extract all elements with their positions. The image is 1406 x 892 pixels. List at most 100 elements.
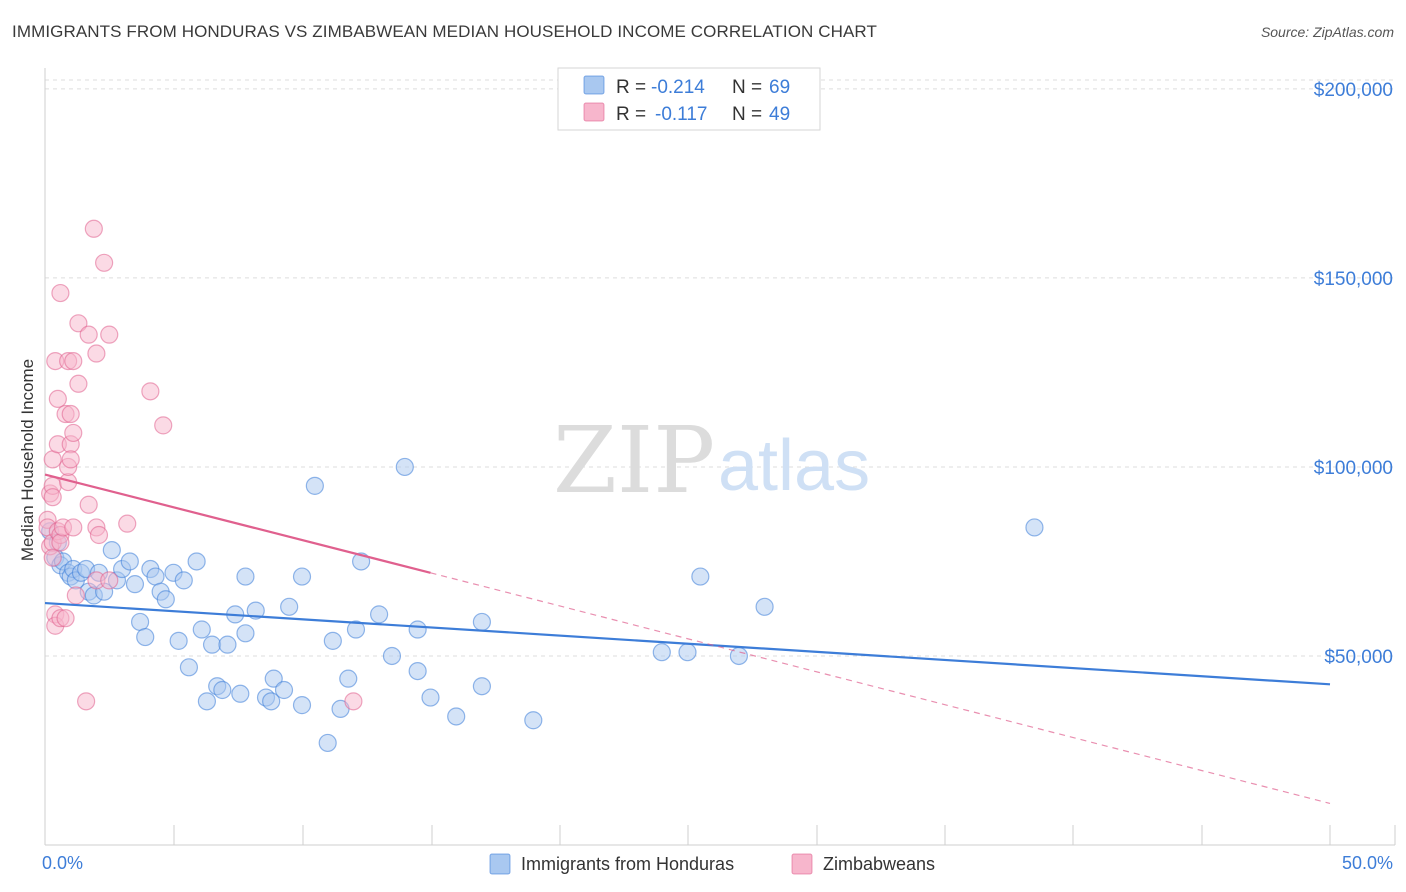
point-zimbabwean (154, 416, 173, 435)
point-zimbabwean (69, 374, 88, 393)
data-points (38, 219, 1044, 753)
point-honduras (382, 646, 402, 666)
legend-r-label: R = (616, 77, 646, 98)
point-honduras (236, 624, 255, 643)
point-zimbabwean (84, 219, 103, 238)
point-zimbabwean (77, 692, 96, 711)
point-honduras (472, 612, 491, 632)
point-zimbabwean (344, 692, 363, 711)
point-honduras (169, 631, 188, 650)
point-honduras (280, 597, 299, 616)
point-zimbabwean (56, 609, 75, 628)
point-honduras (370, 605, 389, 624)
y-axis-label: Median Household Income (18, 359, 37, 561)
point-honduras (472, 677, 491, 696)
point-honduras (346, 620, 366, 639)
legend-n-label: N = (732, 77, 762, 98)
y-tick-labels: $50,000 $100,000 $150,000 $200,000 (1314, 80, 1393, 668)
point-honduras (246, 601, 265, 620)
watermark-atlas: atlas (718, 426, 870, 506)
watermark: ZIP atlas (553, 407, 870, 514)
point-honduras (395, 457, 414, 477)
point-honduras (146, 567, 165, 586)
point-zimbabwean (64, 423, 83, 443)
point-honduras (125, 575, 145, 594)
point-zimbabwean (79, 495, 98, 514)
point-honduras (305, 476, 324, 495)
point-zimbabwean (100, 571, 119, 590)
point-honduras (652, 643, 671, 662)
point-zimbabwean (95, 253, 114, 272)
point-honduras (213, 680, 232, 700)
point-zimbabwean (66, 586, 85, 605)
trend-line-honduras (44, 601, 1331, 686)
y-tick-label: $200,000 (1314, 80, 1393, 101)
point-honduras (156, 590, 175, 609)
legend-r-value: -0.214 (651, 77, 705, 98)
point-honduras (192, 620, 211, 639)
point-zimbabwean (118, 514, 137, 533)
point-honduras (130, 612, 150, 632)
axes (44, 68, 1396, 846)
point-honduras (323, 631, 342, 650)
legend-swatch-blue (583, 75, 605, 95)
trend-line-zimbabwean (44, 473, 431, 574)
point-honduras (691, 567, 710, 586)
point-honduras (197, 692, 217, 711)
point-zimbabwean (89, 525, 109, 545)
y-tick-label: $100,000 (1314, 458, 1393, 479)
watermark-zip: ZIP (553, 407, 715, 514)
point-zimbabwean (87, 344, 106, 363)
point-honduras (1025, 518, 1044, 537)
point-honduras (264, 669, 283, 688)
point-zimbabwean (64, 518, 83, 537)
bottom-legend-swatch-pink (791, 853, 813, 875)
point-honduras (179, 658, 199, 677)
source-label: Source: ZipAtlas.com (1260, 24, 1394, 40)
point-zimbabwean (43, 488, 62, 507)
legend-r-value: -0.117 (655, 104, 707, 125)
point-honduras (202, 635, 222, 654)
point-honduras (102, 541, 121, 560)
point-zimbabwean (43, 450, 62, 469)
point-honduras (292, 567, 312, 586)
point-honduras (678, 643, 697, 662)
point-zimbabwean (100, 325, 119, 344)
point-zimbabwean (69, 314, 88, 333)
point-zimbabwean (61, 404, 80, 424)
point-honduras (236, 567, 255, 586)
legend-r-label: R = (616, 104, 646, 125)
point-honduras (231, 684, 250, 703)
point-honduras (318, 733, 337, 753)
point-honduras (292, 696, 312, 715)
point-honduras (136, 627, 155, 647)
y-tick-label: $50,000 (1324, 647, 1393, 668)
point-zimbabwean (51, 533, 70, 552)
point-honduras (120, 552, 139, 571)
point-honduras (408, 661, 427, 681)
point-honduras (421, 688, 440, 707)
legend-swatch-pink (583, 102, 605, 122)
point-honduras (447, 707, 466, 726)
bottom-legend: Immigrants from Honduras Zimbabweans (489, 853, 935, 875)
point-honduras (274, 680, 294, 700)
point-honduras (262, 692, 281, 711)
legend-n-value: 69 (769, 77, 790, 98)
point-honduras (339, 669, 358, 688)
legend: R = -0.214 N = 69 R = -0.117 N = 49 (557, 67, 821, 131)
point-honduras (524, 711, 543, 730)
point-zimbabwean (51, 283, 70, 303)
point-zimbabwean (61, 450, 80, 469)
x-tick-label: 50.0% (1342, 853, 1393, 873)
trend-lines (44, 473, 1331, 804)
point-honduras (755, 597, 774, 616)
point-zimbabwean (141, 382, 160, 401)
point-zimbabwean (64, 351, 83, 371)
point-zimbabwean (48, 389, 67, 409)
bottom-legend-label: Zimbabweans (823, 854, 935, 874)
point-honduras (187, 552, 206, 571)
point-zimbabwean (79, 325, 98, 344)
x-tick-labels: 0.0% 50.0% (42, 853, 1393, 873)
chart-title: IMMIGRANTS FROM HONDURAS VS ZIMBABWEAN M… (12, 22, 877, 41)
